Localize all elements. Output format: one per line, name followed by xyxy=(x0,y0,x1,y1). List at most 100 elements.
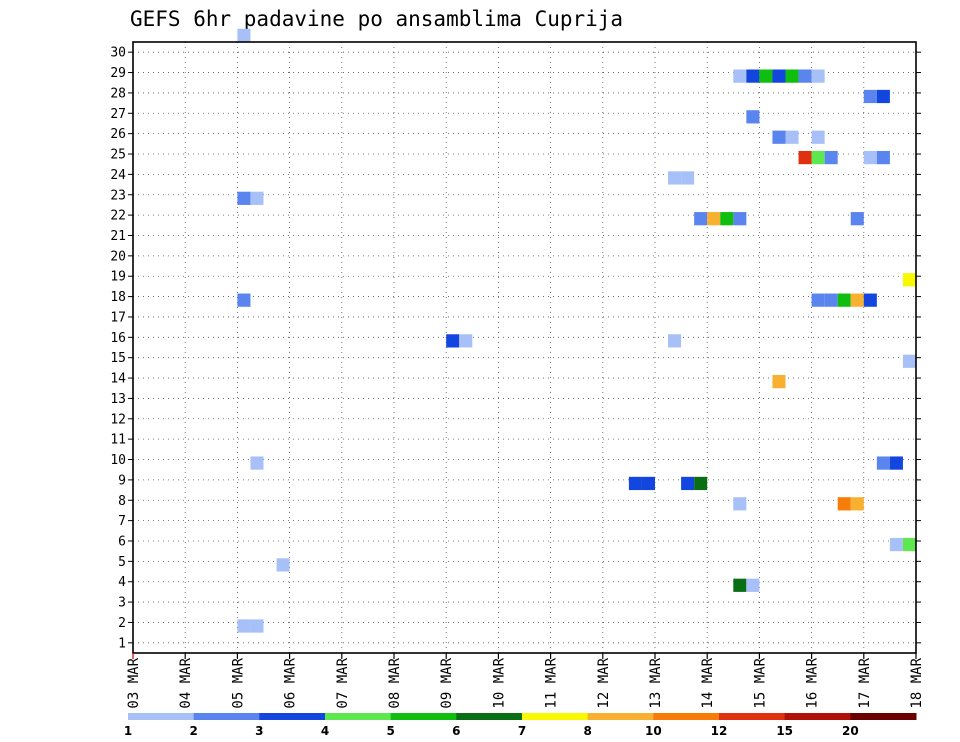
precip-cell xyxy=(733,497,747,511)
precip-cell xyxy=(811,130,825,144)
precip-cell xyxy=(237,28,251,42)
x-tick-label: 18 MAR xyxy=(909,657,925,708)
x-tick-label: 04 MAR xyxy=(178,657,194,708)
precip-cell xyxy=(785,130,799,144)
x-tick-label: 12 MAR xyxy=(596,657,612,708)
precip-cell xyxy=(707,212,721,226)
y-tick-label: 26 xyxy=(110,127,126,142)
precip-cell xyxy=(824,293,838,307)
precip-cell xyxy=(446,334,460,348)
x-tick-label: 07 MAR xyxy=(335,657,351,708)
precip-cell xyxy=(694,212,708,226)
precip-cell xyxy=(850,497,864,511)
legend-swatch xyxy=(719,713,786,720)
precip-cell xyxy=(772,130,786,144)
precip-cell xyxy=(459,334,473,348)
precip-cell xyxy=(902,354,916,368)
precip-cell xyxy=(837,293,851,307)
precip-cell xyxy=(772,69,786,83)
precip-cell xyxy=(798,150,812,165)
x-tick-label: 14 MAR xyxy=(700,657,716,708)
precip-cell xyxy=(876,150,890,165)
precip-cell xyxy=(733,578,747,592)
legend-swatch xyxy=(522,713,589,720)
precip-cell xyxy=(850,293,864,307)
legend-swatch xyxy=(325,713,392,720)
precip-cell xyxy=(681,171,695,185)
precip-cell xyxy=(681,476,695,491)
legend-label: 8 xyxy=(583,724,591,738)
precip-cell xyxy=(889,537,903,552)
y-tick-label: 9 xyxy=(118,473,126,488)
y-tick-label: 11 xyxy=(110,433,126,448)
precip-cell xyxy=(863,150,877,165)
precip-cell xyxy=(250,191,264,205)
y-tick-label: 20 xyxy=(110,249,126,264)
legend-swatch xyxy=(850,713,917,720)
x-tick-label: 11 MAR xyxy=(544,657,560,708)
precip-cell xyxy=(668,171,682,185)
precip-cell xyxy=(759,69,773,83)
x-tick-label: 16 MAR xyxy=(805,657,821,708)
legend-label: 6 xyxy=(452,724,460,738)
y-tick-label: 22 xyxy=(110,209,126,224)
precip-cell xyxy=(772,374,786,389)
precip-cell xyxy=(811,293,825,307)
precip-cell xyxy=(628,476,642,491)
y-tick-label: 18 xyxy=(110,290,126,305)
precip-cell xyxy=(863,293,877,307)
x-axis: 03 MAR 04 MAR 05 MAR 06 MAR 07 MAR 08 MAR 09 M… xyxy=(126,653,925,709)
chart-title: GEFS 6hr padavine po ansamblima Cuprija xyxy=(130,7,623,31)
precip-cell xyxy=(902,537,916,552)
precip-cell xyxy=(863,89,877,104)
precip-cell xyxy=(798,69,812,83)
precip-cell xyxy=(746,110,760,124)
legend-swatch xyxy=(784,713,851,720)
color-legend: 1 2 3 4 5 6 7 8 10 12 15 20 xyxy=(124,713,917,738)
legend-swatch xyxy=(193,713,260,720)
precip-cell xyxy=(720,212,734,226)
y-tick-label: 24 xyxy=(110,168,126,183)
x-tick-label: 15 MAR xyxy=(752,657,768,708)
legend-swatch xyxy=(259,713,326,720)
precip-cell xyxy=(237,191,251,205)
y-tick-label: 25 xyxy=(110,148,126,163)
x-tick-label: 17 MAR xyxy=(857,657,873,708)
y-tick-label: 2 xyxy=(118,616,126,631)
legend-label: 2 xyxy=(189,724,197,738)
precip-cell xyxy=(641,476,655,491)
y-tick-label: 28 xyxy=(110,86,126,101)
precip-cell xyxy=(250,619,264,633)
precip-cell xyxy=(902,273,916,287)
precip-cell xyxy=(237,293,251,307)
precip-cell xyxy=(837,497,851,511)
legend-swatch xyxy=(390,713,457,720)
y-tick-label: 1 xyxy=(118,636,126,651)
legend-label: 1 xyxy=(124,724,132,738)
legend-swatch xyxy=(653,713,720,720)
y-tick-label: 16 xyxy=(110,331,126,346)
x-tick-label: 06 MAR xyxy=(283,657,299,708)
precip-cell xyxy=(250,456,264,470)
legend-swatch xyxy=(587,713,654,720)
precip-cell xyxy=(876,89,890,104)
legend-label: 12 xyxy=(711,724,728,738)
precip-cell xyxy=(889,456,903,470)
y-tick-label: 8 xyxy=(118,494,126,509)
legend-label: 5 xyxy=(386,724,394,738)
precip-cell xyxy=(785,69,799,83)
y-tick-label: 10 xyxy=(110,453,126,468)
y-tick-label: 6 xyxy=(118,534,126,549)
precip-cell xyxy=(694,476,708,491)
precip-cell xyxy=(811,150,825,165)
legend-label: 15 xyxy=(776,724,793,738)
y-tick-label: 4 xyxy=(118,575,126,590)
x-tick-label: 13 MAR xyxy=(648,657,664,708)
x-tick-label: 08 MAR xyxy=(387,657,403,708)
legend-label: 7 xyxy=(518,724,526,738)
y-tick-label: 5 xyxy=(118,555,126,570)
x-tick-label: 09 MAR xyxy=(439,657,455,708)
y-axis: 1234567891011121314151617181920212223242… xyxy=(110,46,921,651)
precip-cell xyxy=(811,69,825,83)
